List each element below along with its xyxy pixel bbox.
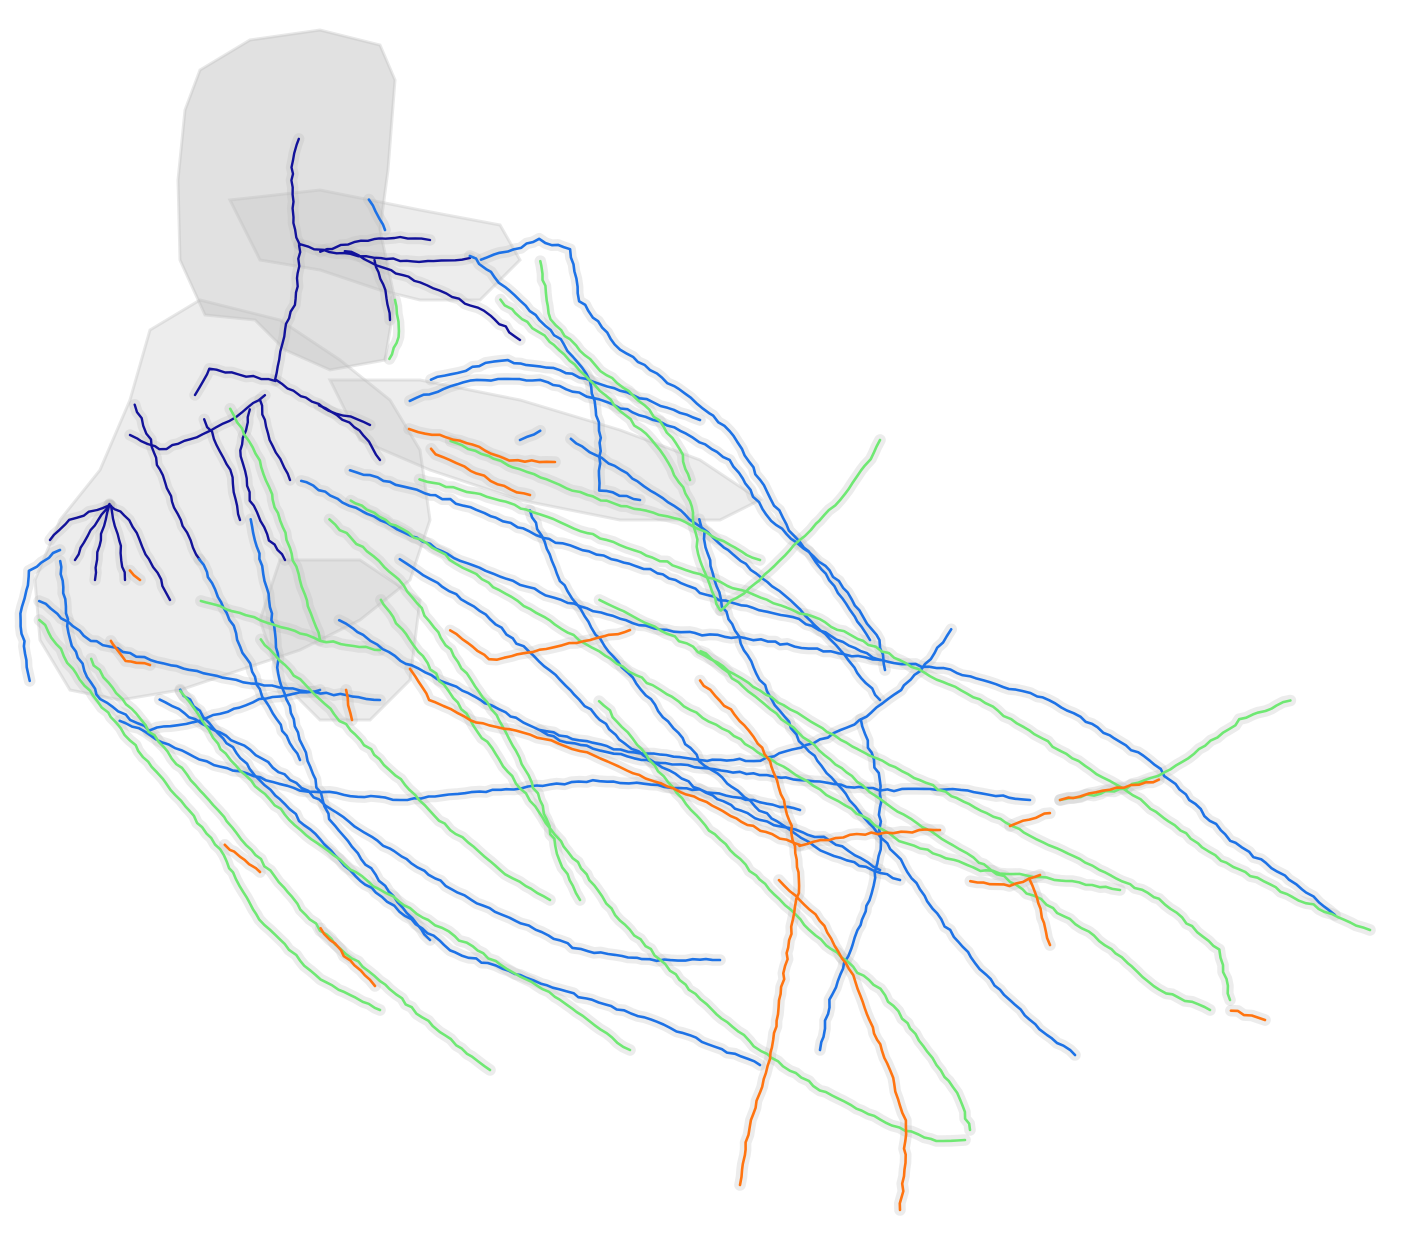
green-trace-0 xyxy=(38,618,382,1012)
green-trace-5 xyxy=(499,298,722,612)
blue-trace-9 xyxy=(408,377,887,672)
dark-blue-trace-17 xyxy=(317,404,382,462)
dark-blue-trace-11 xyxy=(133,403,202,562)
dark-blue-trace-18 xyxy=(203,418,242,522)
green-trace-6 xyxy=(539,259,692,482)
orange-trace-14 xyxy=(109,639,152,667)
blue-trace-10 xyxy=(429,358,702,422)
dark-blue-trace-1 xyxy=(297,242,472,264)
orange-trace-15 xyxy=(128,569,142,582)
dark-blue-trace-0 xyxy=(290,137,302,247)
orange-trace-6 xyxy=(798,828,942,848)
blue-trace-0 xyxy=(19,548,62,683)
orange-trace-0 xyxy=(407,427,557,464)
blue-trace-2 xyxy=(37,599,382,702)
dark-blue-trace-16 xyxy=(48,504,111,542)
green-trace-7-halo xyxy=(715,434,886,617)
blue-trace-16 xyxy=(528,509,902,882)
orange-trace-5 xyxy=(777,878,908,1212)
blue-trace-4 xyxy=(158,698,722,963)
dark-blue-trace-13 xyxy=(73,502,111,562)
blue-trace-13 xyxy=(538,628,953,763)
volume-region xyxy=(33,298,432,702)
green-trace-10 xyxy=(259,638,552,902)
blue-trace-5-halo xyxy=(174,683,766,1071)
orange-trace-3 xyxy=(448,628,632,661)
dark-blue-trace-10 xyxy=(239,408,287,562)
orange-trace-7 xyxy=(1058,778,1161,802)
dark-blue-trace-3 xyxy=(319,235,432,253)
dark-blue-trace-6 xyxy=(193,367,277,397)
green-trace-15 xyxy=(699,649,1212,1012)
green-trace-3 xyxy=(349,499,1122,892)
blue-trace-7 xyxy=(348,469,882,662)
orange-trace-9 xyxy=(969,873,1042,888)
volume-region xyxy=(327,378,763,522)
blue-trace-12 xyxy=(468,254,642,502)
blue-trace-20 xyxy=(569,437,882,702)
gray-volume-shadow xyxy=(33,28,763,722)
green-trace-14 xyxy=(328,518,582,902)
green-trace-9 xyxy=(388,298,401,361)
blue-trace-15 xyxy=(698,518,1077,1057)
orange-trace-8 xyxy=(1008,811,1052,828)
blue-trace-21 xyxy=(367,198,387,232)
dark-blue-trace-2 xyxy=(273,244,302,382)
green-trace-17 xyxy=(199,599,382,652)
orange-trace-11 xyxy=(223,843,262,874)
dark-blue-trace-14 xyxy=(93,503,111,582)
green-trace-7 xyxy=(719,438,882,612)
dark-blue-trace-15 xyxy=(109,504,127,582)
blue-trace-3 xyxy=(118,719,802,812)
orange-trace-5-halo xyxy=(773,874,912,1216)
green-trace-8 xyxy=(1058,699,1292,802)
orange-trace-10 xyxy=(1028,878,1052,947)
orange-trace-13 xyxy=(1229,1009,1267,1022)
green-trace-4 xyxy=(418,478,1372,932)
orange-trace-16 xyxy=(344,688,354,722)
orange-trace-2 xyxy=(408,667,802,847)
green-trace-18 xyxy=(228,407,322,642)
orange-trace-4 xyxy=(698,679,801,1187)
blue-trace-18 xyxy=(197,557,302,762)
green-trace-1 xyxy=(89,657,492,1072)
blue-trace-5 xyxy=(178,688,762,1067)
colored-traces xyxy=(19,137,1372,1212)
green-trace-13 xyxy=(449,439,762,562)
blue-trace-14 xyxy=(818,718,883,1052)
dark-blue-trace-9 xyxy=(258,398,292,482)
blue-trace-17 xyxy=(249,518,432,942)
orange-trace-1 xyxy=(429,447,532,497)
blue-trace-19 xyxy=(337,618,1032,802)
dark-blue-trace-12 xyxy=(109,504,172,602)
green-trace-2 xyxy=(179,689,632,1052)
blue-trace-22 xyxy=(518,429,542,442)
green-trace-11 xyxy=(379,598,967,1143)
orange-trace-12 xyxy=(319,927,377,988)
blue-trace-11 xyxy=(479,237,872,642)
dark-blue-trace-5 xyxy=(373,258,392,322)
blue-trace-6 xyxy=(299,479,1337,917)
